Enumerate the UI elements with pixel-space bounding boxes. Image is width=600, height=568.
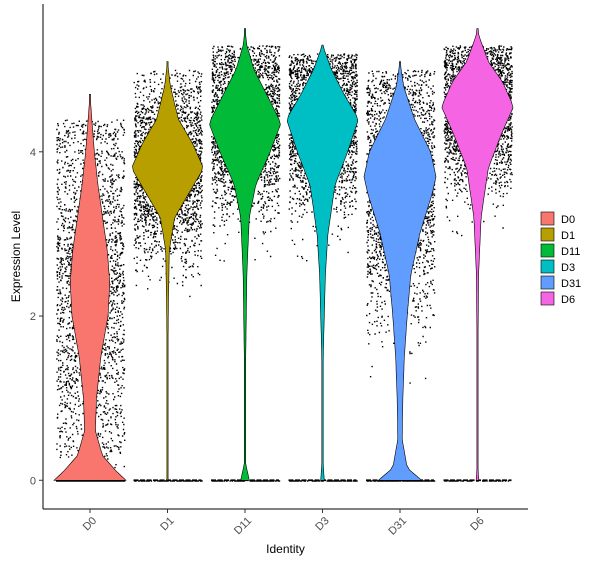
legend-label-D11: D11 [561, 246, 580, 258]
jitter-points-D6 [443, 45, 513, 482]
legend-label-D1: D1 [561, 230, 575, 242]
points-D31 [366, 69, 436, 482]
x-axis-title: Identity [266, 542, 305, 556]
x-tick-label: D6 [468, 515, 486, 533]
x-tick-label: D31 [386, 515, 409, 538]
violin-D31 [363, 61, 437, 481]
legend-key-D31 [540, 275, 555, 290]
x-tick-label: D0 [81, 515, 99, 533]
points-D6 [443, 45, 513, 482]
y-tick-label: 0 [30, 475, 36, 487]
legend-key-D0 [540, 211, 555, 226]
violins-layer [53, 28, 514, 481]
violin-D0 [53, 94, 127, 481]
violin-D6 [441, 28, 514, 481]
x-tick-label: D3 [313, 515, 331, 533]
x-tick-label: D1 [158, 515, 176, 533]
x-tick-label: D11 [232, 515, 254, 537]
y-tick-label: 4 [30, 147, 36, 159]
legend-label-D0: D0 [561, 214, 575, 226]
y-axis-title: Expression Level [9, 211, 23, 302]
violin-D3 [286, 44, 359, 481]
jitter-points-D31 [366, 69, 436, 482]
legend-key-D6 [540, 291, 555, 306]
violin-D11 [209, 28, 281, 481]
legend-label-D3: D3 [561, 262, 575, 274]
y-tick-label: 2 [30, 311, 36, 323]
legend-key-D1 [540, 227, 555, 242]
violin-D1 [132, 61, 203, 481]
legend-key-D11 [540, 243, 555, 258]
legend: D0 D1 D11 D3 D31 D6 [540, 211, 581, 306]
legend-key-D3 [540, 259, 555, 274]
legend-label-D31: D31 [561, 278, 581, 290]
legend-label-D6: D6 [561, 294, 575, 306]
